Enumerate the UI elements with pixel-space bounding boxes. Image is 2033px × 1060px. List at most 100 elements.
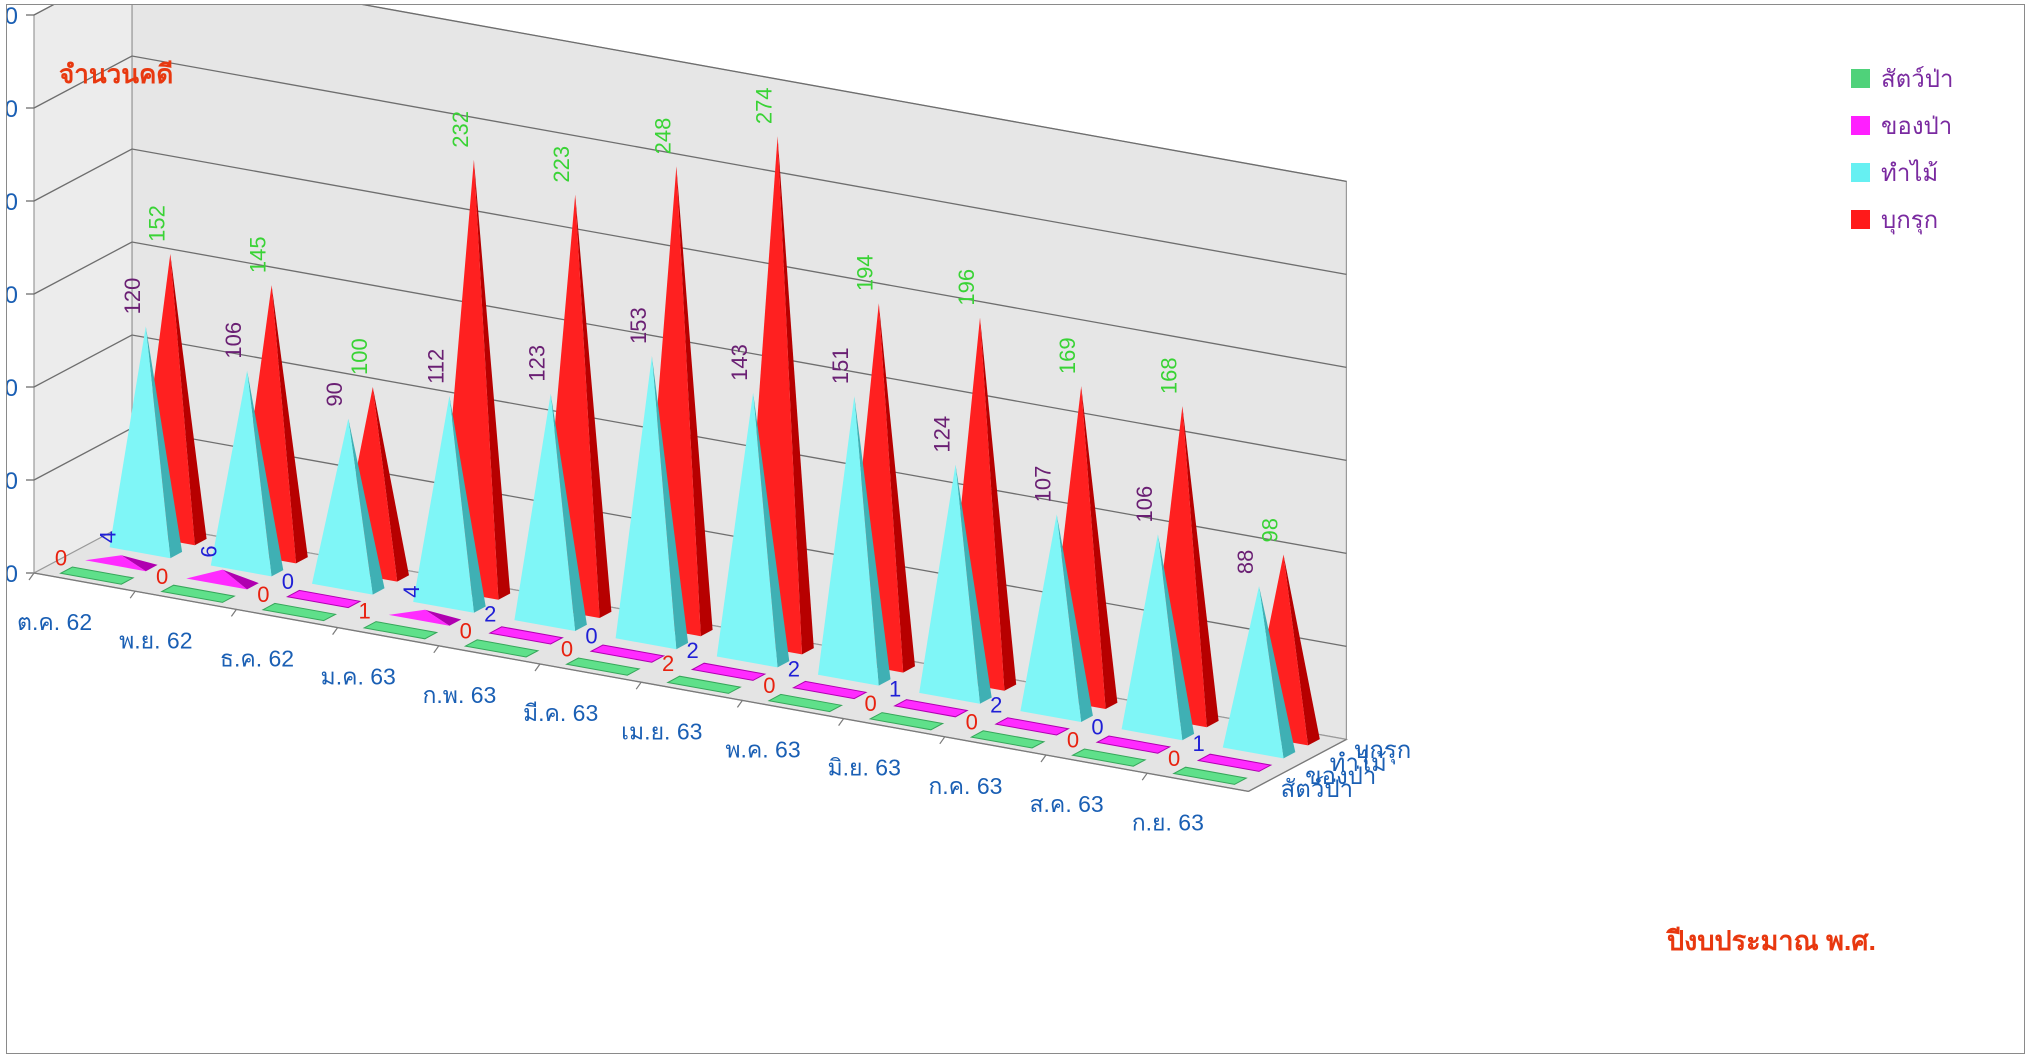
flat-bar <box>1172 766 1248 785</box>
depth-tick-label: บุกรุก <box>1354 737 1411 765</box>
pyramid-side-face <box>676 166 713 637</box>
pyramid-side-face <box>1182 406 1219 728</box>
x-tick <box>129 590 136 599</box>
flat-bar <box>969 730 1046 749</box>
pyramid-front-face <box>1020 514 1082 722</box>
pyramid-side-face <box>550 393 587 631</box>
flat-bar <box>285 589 362 609</box>
pyramid-side-face <box>854 396 891 686</box>
data-label: 0 <box>864 691 876 716</box>
x-tick-label: พ.ย. 62 <box>119 627 192 653</box>
data-label: 0 <box>966 709 978 734</box>
pyramid-side-face <box>1157 534 1195 741</box>
data-label: 1 <box>889 676 901 701</box>
data-label: 0 <box>763 673 775 698</box>
flat-bar <box>488 626 564 645</box>
pyramid-side-face <box>980 317 1017 691</box>
x-tick <box>534 663 541 672</box>
y-tick-label: 50 <box>7 468 18 495</box>
flat-bar <box>868 712 945 731</box>
pyramid-side-face <box>1283 554 1320 746</box>
y-tick-label: 0 <box>7 561 18 588</box>
x-tick <box>736 700 743 708</box>
depth-axis: บุกรุกทำไม้ของป่าสัตว์ป่า <box>1248 737 1411 803</box>
x-tick <box>230 609 237 617</box>
data-label: 112 <box>423 349 448 384</box>
pyramid-bar <box>210 370 284 577</box>
pyramid-side-face <box>170 253 207 546</box>
pyramid-front-face <box>1121 534 1183 741</box>
data-label: 2 <box>662 651 674 676</box>
x-tick <box>838 718 845 726</box>
pyramid-front-face <box>716 392 778 668</box>
pyramid-bar <box>1121 534 1195 741</box>
data-label: 2 <box>484 602 496 627</box>
legend-label: บุกรุก <box>1881 207 1938 235</box>
x-axis: ต.ค. 62 พ.ย. 62 ธ.ค. 62 ม.ค. 63 ก.พ. 63 มี.ค.… <box>17 572 1249 835</box>
flat-bar <box>1196 753 1273 772</box>
pyramid-front-face <box>413 395 474 613</box>
legend-label: ทำไม้ <box>1881 159 1938 187</box>
pyramid-side-face <box>777 136 814 655</box>
pyramid-side-face <box>222 569 259 590</box>
flat-bar <box>666 675 742 694</box>
data-label: 6 <box>197 545 222 557</box>
data-label: 124 <box>929 416 954 453</box>
x-axis-title: ปีงบประมาณ พ.ศ. <box>1666 926 1877 956</box>
depth-tick-label: ของป่า <box>1305 763 1376 790</box>
chart-frame: 050100150200250300 152145100232223248274… <box>6 4 2025 1054</box>
pyramid-side-face <box>424 609 462 626</box>
pyramid-bar <box>818 396 891 686</box>
pyramid-side-face <box>271 285 308 564</box>
legend-swatch <box>1851 69 1870 88</box>
pyramid-side-face <box>121 555 158 572</box>
x-tick <box>1141 772 1148 781</box>
data-label: 248 <box>650 118 675 155</box>
y-tick-label: 200 <box>7 189 18 216</box>
data-label: 0 <box>257 582 269 607</box>
pyramid-side-face <box>1081 386 1118 709</box>
pyramid-side-face <box>1056 514 1093 722</box>
data-label: 88 <box>1233 550 1258 574</box>
pyramid-side-face <box>145 326 183 559</box>
pyramid-bar <box>388 609 462 626</box>
data-label: 98 <box>1258 518 1283 542</box>
flat-bar <box>893 699 969 718</box>
depth-tick-label: ทำไม้ <box>1330 749 1387 777</box>
data-label: 151 <box>828 347 853 384</box>
gridline <box>33 241 1347 462</box>
flat-bar <box>994 717 1070 736</box>
x-tick-label: ม.ค. 63 <box>321 664 396 690</box>
flat-bar <box>160 584 236 603</box>
pyramid-side-face <box>473 159 511 600</box>
y-axis: 0 50 100 150 200 250 300 <box>7 5 34 588</box>
x-tick <box>28 572 35 581</box>
pyramid-bar <box>514 393 587 631</box>
y-tick-label: 300 <box>7 5 18 30</box>
y-axis-title: จำนวนคดี <box>59 59 173 89</box>
flat-bar <box>767 693 844 713</box>
pyramid-front-face <box>615 356 677 650</box>
pyramid-front-face <box>186 569 247 590</box>
pyramid-side-face <box>753 392 790 668</box>
pyramid-bar <box>312 418 385 595</box>
legend-label: สัตว์ป่า <box>1881 65 1953 93</box>
flat-bar <box>589 644 666 663</box>
pyramid-bar <box>1020 514 1093 722</box>
flat-bar <box>565 657 641 676</box>
data-label: 106 <box>221 322 246 359</box>
flat-bar <box>463 639 540 658</box>
pyramid-side-face <box>955 464 992 704</box>
gridline <box>33 148 1347 369</box>
data-label: 194 <box>853 254 878 291</box>
pyramid-side-face <box>1259 586 1296 759</box>
data-label: 152 <box>144 205 169 242</box>
data-label: 196 <box>954 269 979 306</box>
x-tick-label: ก.ย. 63 <box>1132 809 1204 835</box>
pyramid-front-face <box>85 555 146 572</box>
data-label: 123 <box>525 345 550 382</box>
flat-bar <box>690 662 767 681</box>
x-tick <box>433 645 440 654</box>
data-label: 145 <box>246 236 271 273</box>
